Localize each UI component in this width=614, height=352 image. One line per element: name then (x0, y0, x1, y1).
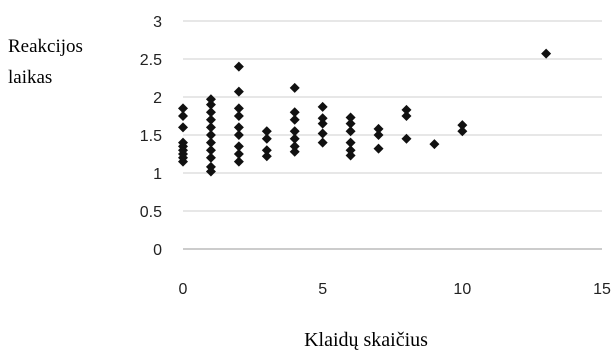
data-point (401, 104, 412, 115)
data-points (178, 48, 552, 177)
y-tick-label: 2 (153, 90, 162, 107)
data-point (289, 146, 300, 157)
data-point (289, 107, 300, 118)
data-point (205, 161, 216, 172)
data-point (345, 150, 356, 161)
x-tick-label: 10 (453, 281, 471, 298)
data-point (317, 118, 328, 129)
x-axis-label: Klaidų skaičius (304, 329, 428, 351)
data-point (261, 151, 272, 162)
data-point (401, 133, 412, 144)
data-point (178, 122, 188, 133)
data-point (205, 99, 216, 110)
data-point (233, 122, 244, 133)
data-point (289, 133, 300, 144)
data-point (317, 113, 328, 124)
data-point (317, 128, 328, 139)
y-tick-label: 1.5 (140, 128, 162, 145)
y-axis-label-line-1: Reakcijos (8, 36, 83, 57)
y-axis-label-line-2: laikas (8, 67, 52, 88)
data-point (205, 122, 216, 133)
data-point (289, 126, 300, 137)
data-point (205, 94, 216, 105)
data-point (345, 118, 356, 129)
data-point (373, 130, 384, 140)
x-tick-label: 5 (318, 281, 327, 298)
y-tick-labels: 0 0.5 1 1.5 2 2.5 3 (140, 14, 162, 259)
data-point (345, 126, 356, 137)
data-point (205, 107, 216, 118)
data-point (261, 145, 272, 156)
data-point (233, 130, 244, 140)
data-point (429, 139, 440, 150)
data-point (205, 137, 216, 148)
data-point (289, 141, 300, 152)
data-point (233, 141, 244, 152)
data-point (233, 86, 244, 97)
data-point (205, 130, 216, 140)
data-point (233, 156, 244, 167)
data-point (317, 101, 328, 112)
data-point (289, 114, 300, 125)
y-tick-label: 3 (153, 14, 162, 31)
x-tick-label: 15 (593, 281, 611, 298)
data-point (178, 103, 188, 114)
data-point (261, 133, 272, 144)
y-tick-label: 0 (153, 242, 162, 259)
x-tick-labels: 0 5 10 15 (179, 281, 611, 298)
data-point (205, 152, 216, 163)
data-point (373, 123, 384, 134)
data-point (233, 61, 244, 72)
data-point (457, 126, 468, 137)
data-point (289, 82, 300, 93)
data-point (317, 137, 328, 148)
data-point (205, 145, 216, 156)
y-tick-label: 0.5 (140, 204, 162, 221)
data-point (233, 111, 244, 121)
data-point (178, 111, 188, 121)
data-point (401, 111, 412, 121)
data-point (541, 48, 552, 59)
data-point (457, 120, 468, 131)
data-point (345, 137, 356, 148)
data-point (261, 126, 272, 137)
x-tick-label: 0 (179, 281, 188, 298)
data-point (233, 149, 244, 159)
data-point (205, 114, 216, 125)
data-point (178, 137, 188, 148)
gridlines (183, 20, 602, 250)
y-tick-label: 2.5 (140, 52, 162, 69)
data-point (345, 112, 356, 123)
data-point (345, 145, 356, 156)
data-point (233, 103, 244, 114)
y-tick-label: 1 (153, 166, 162, 183)
data-point (373, 143, 384, 154)
